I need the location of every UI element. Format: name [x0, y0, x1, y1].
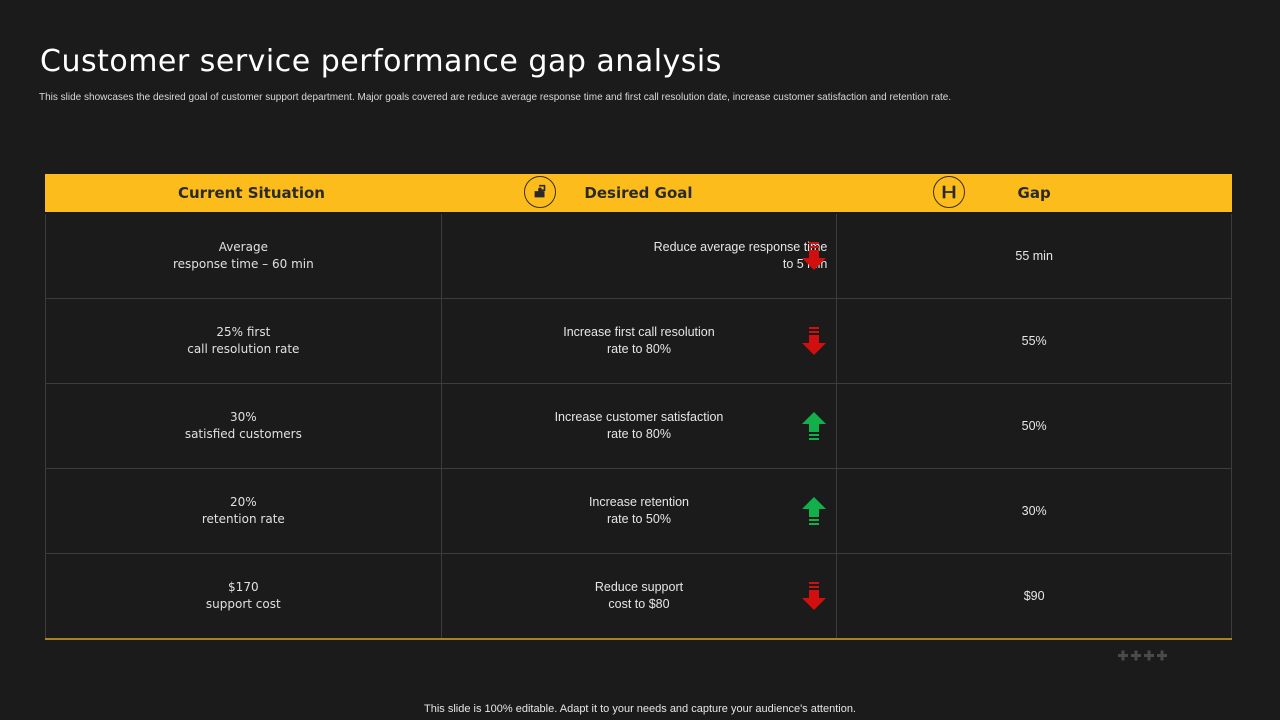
footer-note: This slide is 100% editable. Adapt it to… [424, 703, 856, 715]
desired-goal-cell: Increase retention rate to 50% [440, 469, 837, 553]
table-row: 30% satisfied customers Increase custome… [45, 383, 1232, 468]
gap-icon [933, 176, 965, 208]
gap-cell: 50% [836, 384, 1232, 468]
table-body: Average response time – 60 min Reduce av… [45, 212, 1232, 640]
page-subtitle: This slide showcases the desired goal of… [39, 92, 952, 103]
current-situation-cell: $170 support cost [45, 554, 441, 638]
table-row: 25% first call resolution rate Increase … [45, 298, 1232, 383]
up-arrow-icon [801, 412, 826, 440]
desired-goal-cell: Reduce average response time to 5 min [440, 214, 837, 298]
gap-cell: 30% [836, 469, 1232, 553]
header-gap: Gap [1017, 184, 1051, 202]
gap-analysis-table: Current Situation Desired Goal Gap Avera… [45, 174, 1232, 640]
down-arrow-icon [801, 582, 826, 610]
page-title: Customer service performance gap analysi… [40, 44, 722, 79]
current-situation-cell: 30% satisfied customers [45, 384, 441, 468]
gap-cell: $90 [836, 554, 1232, 638]
current-situation-cell: 25% first call resolution rate [45, 299, 441, 383]
table-row: $170 support cost Reduce support cost to… [45, 553, 1232, 638]
down-arrow-icon [801, 327, 826, 355]
header-current-situation: Current Situation [178, 184, 325, 202]
up-arrow-icon [801, 497, 826, 525]
gap-cell: 55 min [836, 214, 1232, 298]
table-row: Average response time – 60 min Reduce av… [45, 212, 1232, 298]
current-situation-cell: 20% retention rate [45, 469, 441, 553]
table-row: 20% retention rate Increase retention ra… [45, 468, 1232, 553]
desired-goal-cell: Reduce support cost to $80 [440, 554, 837, 638]
header-desired-goal: Desired Goal [584, 184, 693, 202]
down-arrow-icon [801, 242, 826, 270]
puzzle-icon [524, 176, 556, 208]
gap-cell: 55% [836, 299, 1232, 383]
current-situation-cell: Average response time – 60 min [45, 214, 441, 298]
table-header: Current Situation Desired Goal Gap [45, 174, 1232, 212]
desired-goal-cell: Increase first call resolution rate to 8… [440, 299, 837, 383]
decorative-plus-icon [1118, 650, 1167, 661]
desired-goal-cell: Increase customer satisfaction rate to 8… [440, 384, 837, 468]
